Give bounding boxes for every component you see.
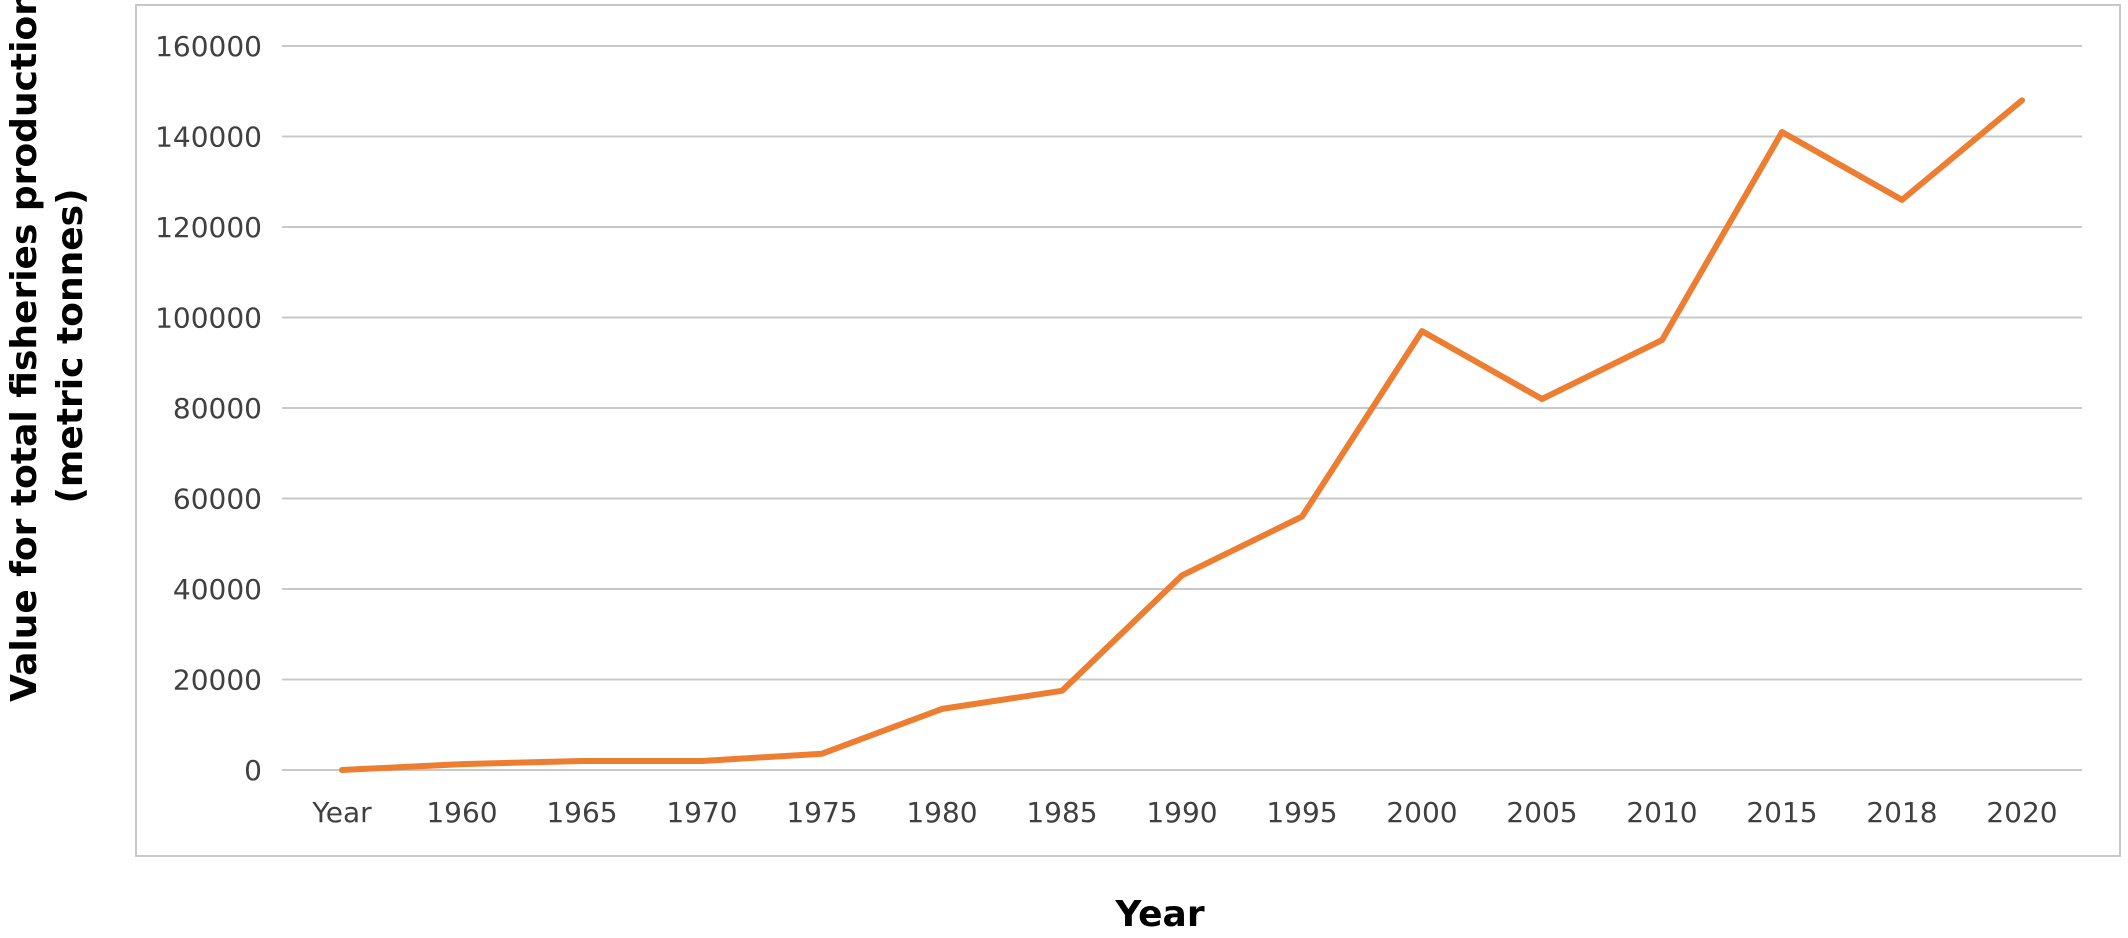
x-tick-label: Year	[311, 796, 372, 829]
y-tick-label: 120000	[155, 211, 262, 244]
y-tick-label: 0	[244, 754, 262, 787]
gridlines	[282, 45, 2082, 771]
series-line-0	[339, 97, 2025, 773]
y-tick-label: 100000	[155, 302, 262, 335]
y-tick-label: 20000	[173, 664, 262, 697]
x-axis-tick-labels: Year 1960 1965 1970 1975 1980 1985 1990 1995 2000…	[311, 796, 2057, 829]
x-tick-label: 2015	[1746, 796, 1817, 829]
x-tick-label: 1970	[666, 796, 737, 829]
x-tick-label: 1960	[426, 796, 497, 829]
x-tick-label: 2020	[1986, 796, 2057, 829]
y-tick-label: 160000	[155, 30, 262, 63]
y-axis-title-line1: Value for total fisheries production	[4, 0, 45, 702]
x-tick-label: 1990	[1146, 796, 1217, 829]
y-axis-tick-labels: 0 20000 40000 60000 80000 100000 120000 140000 1…	[155, 30, 262, 787]
x-tick-label: 2005	[1506, 796, 1577, 829]
x-tick-label: 2000	[1386, 796, 1457, 829]
x-tick-label: 1975	[786, 796, 857, 829]
y-tick-label: 60000	[173, 483, 262, 516]
y-axis-title-line2: (metric tonnes)	[50, 188, 91, 503]
x-tick-label: 1965	[546, 796, 617, 829]
x-tick-label: 2018	[1866, 796, 1937, 829]
x-tick-label: 1995	[1266, 796, 1337, 829]
y-tick-label: 80000	[173, 392, 262, 425]
y-tick-label: 40000	[173, 573, 262, 606]
x-tick-label: 2010	[1626, 796, 1697, 829]
x-tick-label: 1985	[1026, 796, 1097, 829]
x-tick-label: 1980	[906, 796, 977, 829]
chart-frame	[135, 4, 2121, 857]
y-tick-label: 140000	[155, 121, 262, 154]
series-layer	[339, 97, 2025, 773]
x-axis-title: Year	[1114, 894, 1204, 935]
